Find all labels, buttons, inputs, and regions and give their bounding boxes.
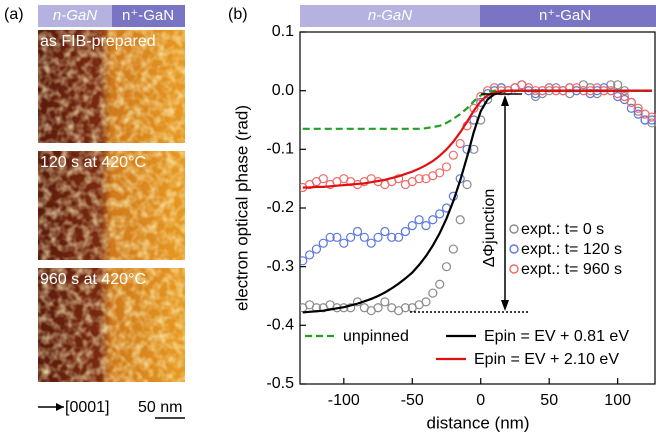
- data-point: [352, 226, 363, 237]
- data-point: [346, 232, 356, 242]
- data-point: [300, 256, 308, 266]
- data-point: [435, 279, 445, 289]
- legend-label: expt.: t= 0 s: [521, 221, 604, 238]
- annotation-label: ΔΦjunction: [481, 189, 498, 268]
- data-point: [373, 303, 383, 313]
- header-box: [112, 5, 185, 27]
- plot-area: [300, 80, 656, 316]
- legend-marker: [509, 244, 519, 254]
- data-point: [441, 262, 452, 272]
- image-caption: as FIB-prepared: [40, 33, 156, 50]
- data-point: [626, 103, 636, 113]
- data-point: [448, 150, 458, 160]
- data-point: [359, 232, 369, 242]
- header-box: [300, 5, 480, 27]
- data-point: [380, 297, 390, 307]
- panel-label: (a): [4, 6, 24, 23]
- data-point: [455, 215, 465, 225]
- data-point: [626, 97, 636, 108]
- header-label: n-GaN: [53, 7, 97, 24]
- model-line: [302, 89, 652, 189]
- image-caption: 120 s at 420°C: [40, 154, 146, 171]
- arrow-head: [56, 403, 64, 411]
- legend-marker: [509, 264, 519, 274]
- y-tick-label: -0.5: [266, 375, 294, 392]
- legend-label: Epin = EV + 0.81 eV: [484, 328, 629, 345]
- data-point: [400, 303, 411, 313]
- data-point: [462, 179, 472, 190]
- scale-bar-label: 50 nm: [138, 399, 182, 416]
- data-point: [346, 303, 356, 313]
- data-point: [318, 238, 328, 248]
- data-point: [441, 162, 452, 172]
- data-point: [421, 297, 431, 307]
- legend-label: Epin = EV + 2.10 eV: [474, 351, 619, 368]
- data-point: [311, 244, 322, 254]
- data-point: [428, 288, 438, 298]
- data-point: [380, 226, 390, 237]
- x-tick-label: 100: [604, 392, 631, 409]
- x-tick-label: -50: [401, 392, 424, 409]
- header-label: n⁺-GaN: [122, 7, 174, 24]
- data-point: [332, 232, 342, 242]
- data-point: [448, 244, 458, 254]
- data-point: [633, 109, 643, 119]
- x-tick-label: 50: [540, 392, 558, 409]
- data-point: [373, 232, 383, 242]
- legend-label: expt.: t= 960 s: [521, 261, 622, 278]
- header-box: [38, 5, 112, 27]
- data-point: [421, 221, 431, 231]
- data-point: [414, 174, 424, 184]
- legend-label: expt.: t= 120 s: [521, 241, 622, 258]
- data-point: [428, 215, 438, 225]
- x-tick-label: 0: [476, 392, 485, 409]
- legend-marker: [509, 224, 519, 234]
- data-point: [414, 215, 424, 225]
- direction-label: [0001]: [65, 399, 109, 416]
- data-point: [325, 232, 335, 242]
- model-line: [302, 89, 652, 314]
- data-point: [455, 138, 465, 149]
- header-label: n-GaN: [368, 7, 412, 24]
- data-point: [393, 174, 404, 184]
- data-point: [633, 103, 643, 113]
- header-box: [480, 5, 656, 27]
- y-tick-label: -0.3: [266, 258, 294, 275]
- panel-label: (b): [228, 6, 248, 23]
- data-point: [339, 238, 349, 248]
- x-tick-label: -100: [328, 392, 360, 409]
- micrograph: [38, 30, 185, 382]
- data-point: [387, 232, 397, 242]
- data-point: [435, 209, 445, 219]
- y-axis-label: electron optical phase (rad): [232, 105, 251, 311]
- y-tick-label: -0.4: [266, 317, 294, 334]
- data-point: [393, 232, 404, 242]
- header-label: n⁺-GaN: [539, 7, 591, 24]
- legend-label: unpinned: [343, 328, 409, 345]
- data-point: [400, 226, 411, 237]
- data-point: [613, 80, 623, 90]
- data-point: [435, 168, 445, 178]
- y-tick-label: -0.2: [266, 199, 294, 216]
- y-tick-label: 0.1: [272, 23, 294, 40]
- y-tick-label: -0.1: [266, 141, 294, 158]
- x-axis-label: distance (nm): [427, 413, 530, 432]
- data-point: [318, 174, 328, 184]
- data-point: [407, 221, 417, 231]
- data-point: [304, 250, 315, 260]
- image-caption: 960 s at 420°C: [40, 271, 146, 288]
- data-point: [366, 238, 376, 248]
- data-point: [619, 91, 630, 102]
- y-tick-label: 0.0: [272, 82, 294, 99]
